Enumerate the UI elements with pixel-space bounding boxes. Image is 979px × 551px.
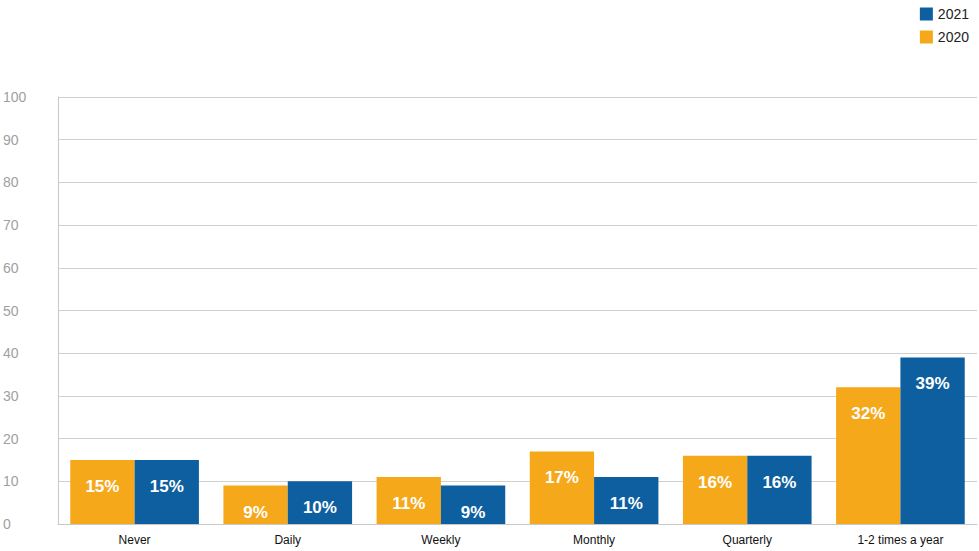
- svg-text:2020: 2020: [938, 29, 969, 45]
- svg-text:Never: Never: [119, 533, 151, 547]
- svg-text:Monthly: Monthly: [573, 533, 615, 547]
- svg-text:0: 0: [3, 516, 11, 532]
- svg-text:60: 60: [3, 260, 19, 276]
- svg-text:100: 100: [3, 89, 27, 105]
- svg-text:30: 30: [3, 388, 19, 404]
- svg-text:40: 40: [3, 345, 19, 361]
- svg-text:11%: 11%: [392, 494, 425, 513]
- svg-text:39%: 39%: [916, 374, 950, 393]
- svg-text:10%: 10%: [303, 498, 337, 517]
- svg-text:9%: 9%: [461, 503, 486, 522]
- svg-text:11%: 11%: [610, 494, 643, 513]
- svg-text:32%: 32%: [851, 404, 885, 423]
- svg-text:15%: 15%: [85, 477, 119, 496]
- svg-text:90: 90: [3, 132, 19, 148]
- svg-text:50: 50: [3, 303, 19, 319]
- svg-text:1-2 times a year: 1-2 times a year: [857, 533, 943, 547]
- svg-text:10: 10: [3, 473, 19, 489]
- svg-text:2021: 2021: [938, 6, 969, 22]
- svg-text:Quarterly: Quarterly: [723, 533, 772, 547]
- svg-text:16%: 16%: [698, 473, 732, 492]
- svg-text:20: 20: [3, 431, 19, 447]
- svg-text:16%: 16%: [762, 473, 796, 492]
- svg-text:Weekly: Weekly: [421, 533, 460, 547]
- svg-text:15%: 15%: [150, 477, 184, 496]
- svg-text:9%: 9%: [243, 503, 268, 522]
- svg-text:Daily: Daily: [274, 533, 301, 547]
- svg-text:17%: 17%: [545, 468, 579, 487]
- svg-text:70: 70: [3, 217, 19, 233]
- svg-text:80: 80: [3, 174, 19, 190]
